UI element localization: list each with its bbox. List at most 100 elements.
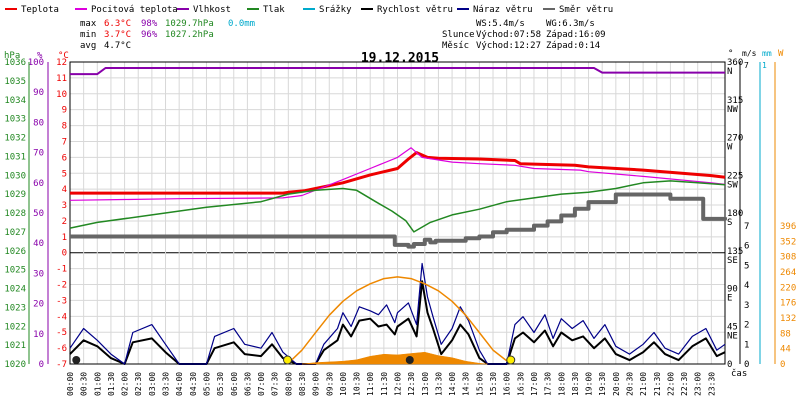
moon-label: Měsíc: [442, 41, 469, 51]
hpa-tick-label: 1027: [4, 228, 26, 238]
legend-swatch: [177, 8, 189, 10]
pct-tick-label: 30: [33, 269, 44, 279]
degc-tick-label: -1: [56, 265, 67, 275]
ms-tick-label: 2: [744, 321, 749, 331]
hpa-tick-label: 1021: [4, 341, 26, 351]
x-tick-label: 07:00: [257, 372, 266, 396]
degc-tick-label: 2: [62, 217, 67, 227]
pct-tick-label: 90: [33, 88, 44, 98]
legend-label: Tlak: [263, 5, 285, 15]
degc-tick-label: 3: [62, 201, 67, 211]
hpa-tick-label: 1024: [4, 285, 26, 295]
chart-title: 19.12.2015: [361, 51, 439, 66]
hpa-tick-label: 1029: [4, 190, 26, 200]
deg-compass-label: N: [727, 67, 732, 77]
stat-min-label: min: [80, 30, 96, 40]
unit-wm2: W: [778, 49, 784, 59]
x-tick-label: 07:30: [271, 372, 280, 396]
wm2-tick-label: 308: [780, 253, 796, 263]
x-tick-label: 23:00: [694, 372, 703, 396]
x-tick-label: 15:00: [475, 372, 484, 396]
wind-sun-info: WS:5.4m/s WG:6.3m/s Slunce Východ:07:58 …: [442, 19, 606, 51]
x-tick-label: 16:00: [503, 372, 512, 396]
hpa-tick-label: 1026: [4, 247, 26, 257]
unit-degc: °C: [58, 51, 69, 61]
wm2-tick-label: 264: [780, 268, 796, 278]
hpa-tick-label: 1036: [4, 58, 26, 68]
x-tick-label: 17:00: [530, 372, 539, 396]
hpa-tick-label: 1020: [4, 360, 26, 370]
wind-gust-info: WG:6.3m/s: [546, 19, 595, 29]
legend-label: Pocitová teplota: [91, 5, 178, 15]
x-tick-label: 11:30: [380, 372, 389, 396]
x-tick-label: 19:30: [598, 372, 607, 396]
x-tick-label: 15:30: [489, 372, 498, 396]
x-tick-label: 18:00: [557, 372, 566, 396]
stat-min-press: 1027.2hPa: [165, 30, 214, 40]
deg-tick-label: 225: [727, 171, 743, 181]
x-tick-label: 08:30: [298, 372, 307, 396]
wm2-tick-label: 44: [780, 345, 791, 355]
x-tick-label: 18:30: [571, 372, 580, 396]
hpa-tick-label: 1023: [4, 303, 26, 313]
mm-top-label: 1: [762, 61, 767, 70]
legend-swatch: [543, 8, 555, 10]
legend-swatch: [247, 8, 259, 10]
degc-tick-label: -2: [56, 281, 67, 291]
stat-min-hum: 96%: [141, 30, 158, 40]
degc-tick-label: -7: [56, 360, 67, 370]
degc-tick-label: 7: [62, 137, 67, 147]
x-tick-label: 16:30: [516, 372, 525, 396]
legend-swatch: [5, 8, 17, 10]
x-tick-label: 10:30: [353, 372, 362, 396]
legend-swatch: [303, 8, 315, 10]
x-tick-label: 22:00: [666, 372, 675, 396]
series-line-přízemní-teplota: [69, 147, 726, 201]
hpa-tick-label: 1032: [4, 134, 26, 144]
sunrise-marker: [283, 355, 293, 365]
wm2-tick-label: 396: [780, 222, 796, 232]
ms-tick-label: 0: [744, 360, 749, 370]
wm2-tick-label: 88: [780, 329, 791, 339]
pct-tick-label: 50: [33, 209, 44, 219]
degc-tick-label: 12: [56, 58, 67, 68]
hpa-tick-label: 1033: [4, 115, 26, 125]
ms-tick-label: 3: [744, 301, 749, 311]
ms-tick-label: 6: [744, 242, 749, 252]
deg-compass-label: E: [727, 294, 732, 304]
deg-compass-label: S: [727, 218, 732, 228]
x-tick-label: 01:00: [93, 372, 102, 396]
sunset-marker: [506, 355, 516, 365]
moonset-marker: [72, 356, 81, 364]
degc-tick-label: 11: [56, 74, 67, 84]
wm2-tick-label: 132: [780, 314, 796, 324]
x-tick-label: 09:30: [325, 372, 334, 396]
wm2-tick-label: 0: [780, 360, 785, 370]
x-tick-label: 06:30: [243, 372, 252, 396]
degc-tick-label: 5: [62, 169, 67, 179]
wm2-tick-label: 176: [780, 299, 796, 309]
deg-tick-label: 45: [727, 322, 738, 332]
degc-tick-label: 10: [56, 90, 67, 100]
pct-tick-label: 60: [33, 179, 44, 189]
deg-tick-label: 270: [727, 134, 743, 144]
hpa-tick-label: 1031: [4, 152, 26, 162]
sun-label: Slunce: [442, 30, 475, 40]
moon-set: Západ:0:14: [546, 41, 600, 51]
degc-tick-label: 9: [62, 106, 67, 116]
x-tick-label: 04:30: [189, 372, 198, 396]
legend-swatch: [457, 8, 469, 10]
legend-swatch: [361, 8, 373, 10]
x-tick-label: 05:30: [216, 372, 225, 396]
moonrise-marker: [405, 356, 414, 364]
sun-set: Západ:16:09: [546, 30, 606, 40]
pct-tick-label: 40: [33, 239, 44, 249]
stats-block: max 6.3°C 98% 1029.7hPa 0.0mm min 3.7°C …: [80, 19, 255, 51]
x-tick-label: 00:30: [80, 372, 89, 396]
pct-tick-label: 100: [28, 58, 44, 68]
series-line-směr-větru: [70, 192, 727, 249]
stat-avg-label: avg: [80, 41, 96, 51]
deg-tick-label: 0: [727, 360, 732, 370]
ms-tick-label: 1: [744, 340, 749, 350]
unit-deg: °: [728, 49, 733, 59]
